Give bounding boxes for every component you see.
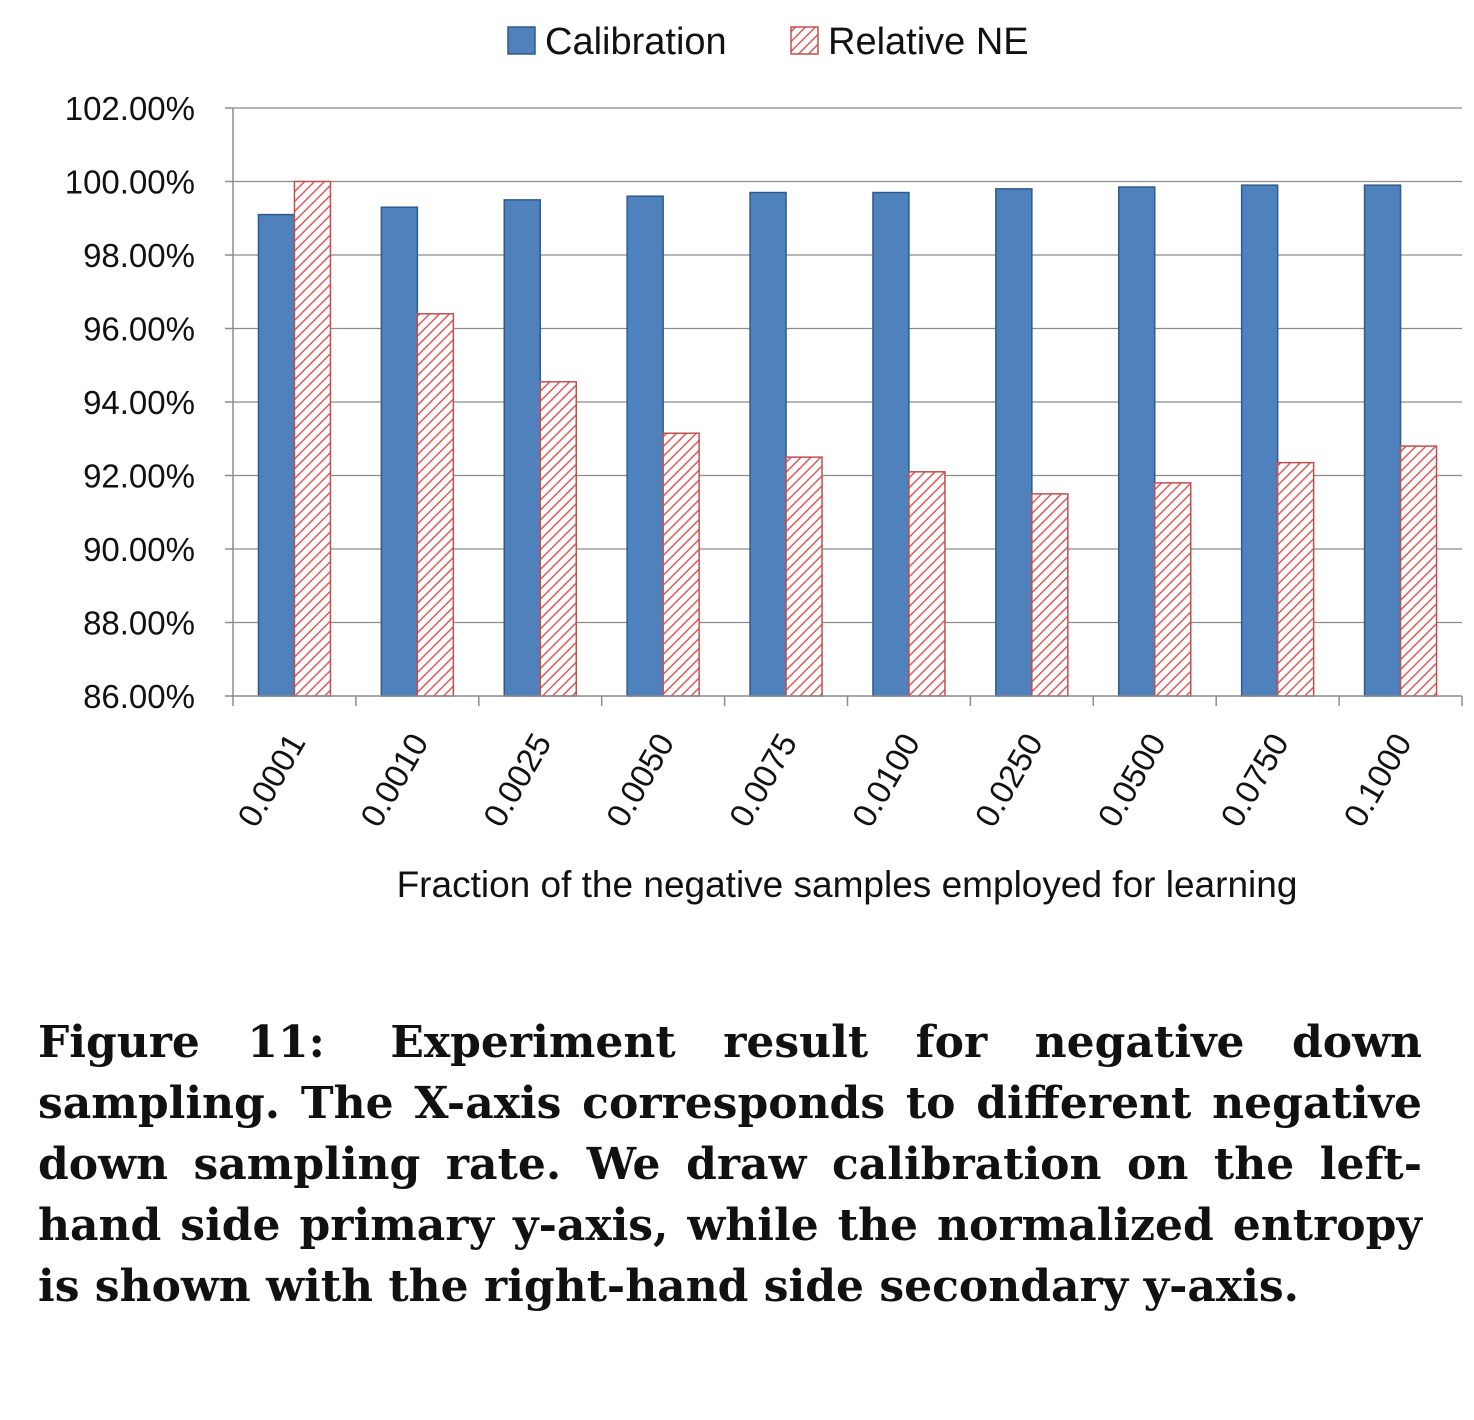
legend-swatch-relative-ne	[790, 26, 819, 55]
y-tick-label: 86.00%	[83, 678, 195, 715]
x-tick-labels: 0.0001 0.0010 0.0025 0.0050 0.0075 0.0100 0.02…	[230, 727, 1419, 833]
bar-relative-ne	[539, 381, 577, 697]
x-tick-label: 0.0100	[845, 727, 928, 833]
y-tick-label: 98.00%	[83, 237, 195, 274]
y-tick-label: 100.00%	[65, 164, 195, 201]
axes	[225, 107, 1463, 706]
y-tick-labels: 86.00% 88.00% 90.00% 92.00% 94.00% 96.00% 98.0…	[65, 90, 195, 715]
bar-calibration	[1363, 184, 1402, 697]
y-tick-label: 96.00%	[83, 311, 195, 348]
y-tick-label: 102.00%	[65, 90, 195, 127]
bar-calibration	[1118, 186, 1156, 697]
bar-relative-ne	[908, 471, 946, 697]
bar-relative-ne	[416, 313, 455, 697]
bar-relative-ne	[785, 456, 823, 697]
bar-calibration	[503, 199, 541, 697]
bar-chart: Calibration Relative NE 86.00% 88.00% 90.0…	[65, 21, 1463, 905]
bar-relative-ne	[1031, 493, 1069, 697]
x-axis-title: Fraction of the negative samples employe…	[397, 864, 1298, 905]
bar-calibration	[872, 191, 910, 697]
x-tick-label: 0.0050	[599, 727, 682, 833]
bar-calibration	[1240, 184, 1279, 697]
x-tick-label: 0.0010	[353, 727, 436, 833]
y-tick-label: 92.00%	[83, 458, 195, 495]
y-tick-label: 90.00%	[83, 531, 195, 568]
x-tick-label: 0.0025	[476, 727, 559, 833]
x-tick-label: 0.0750	[1213, 727, 1296, 833]
y-tick-label: 88.00%	[83, 605, 195, 642]
bar-calibration	[749, 191, 787, 697]
legend: Calibration Relative NE	[507, 21, 1029, 63]
y-tick-label: 94.00%	[83, 384, 195, 421]
x-tick-label: 0.0075	[722, 727, 805, 833]
x-tick-label: 0.0001	[230, 727, 313, 833]
legend-swatch-calibration	[507, 26, 536, 55]
bar-calibration	[257, 213, 296, 697]
x-tick-label: 0.0250	[967, 727, 1050, 833]
figure-caption: Figure 11: Experiment result for negativ…	[38, 1012, 1422, 1317]
bar-calibration	[995, 188, 1033, 697]
bar-relative-ne	[293, 180, 332, 697]
legend-label-relative-ne: Relative NE	[828, 21, 1029, 63]
bar-calibration	[626, 195, 664, 697]
caption-text: Experiment result for negative down samp…	[38, 1017, 1422, 1312]
x-tick-label: 0.0500	[1090, 727, 1173, 833]
bar-relative-ne	[662, 432, 700, 697]
bars	[257, 180, 1438, 697]
x-tick-label: 0.1000	[1336, 727, 1419, 833]
figure-label: Figure 11:	[38, 1017, 325, 1068]
legend-label-calibration: Calibration	[545, 21, 727, 63]
bar-relative-ne	[1276, 461, 1315, 697]
bar-relative-ne	[1154, 482, 1192, 697]
bar-relative-ne	[1399, 445, 1438, 697]
bar-calibration	[380, 206, 419, 697]
